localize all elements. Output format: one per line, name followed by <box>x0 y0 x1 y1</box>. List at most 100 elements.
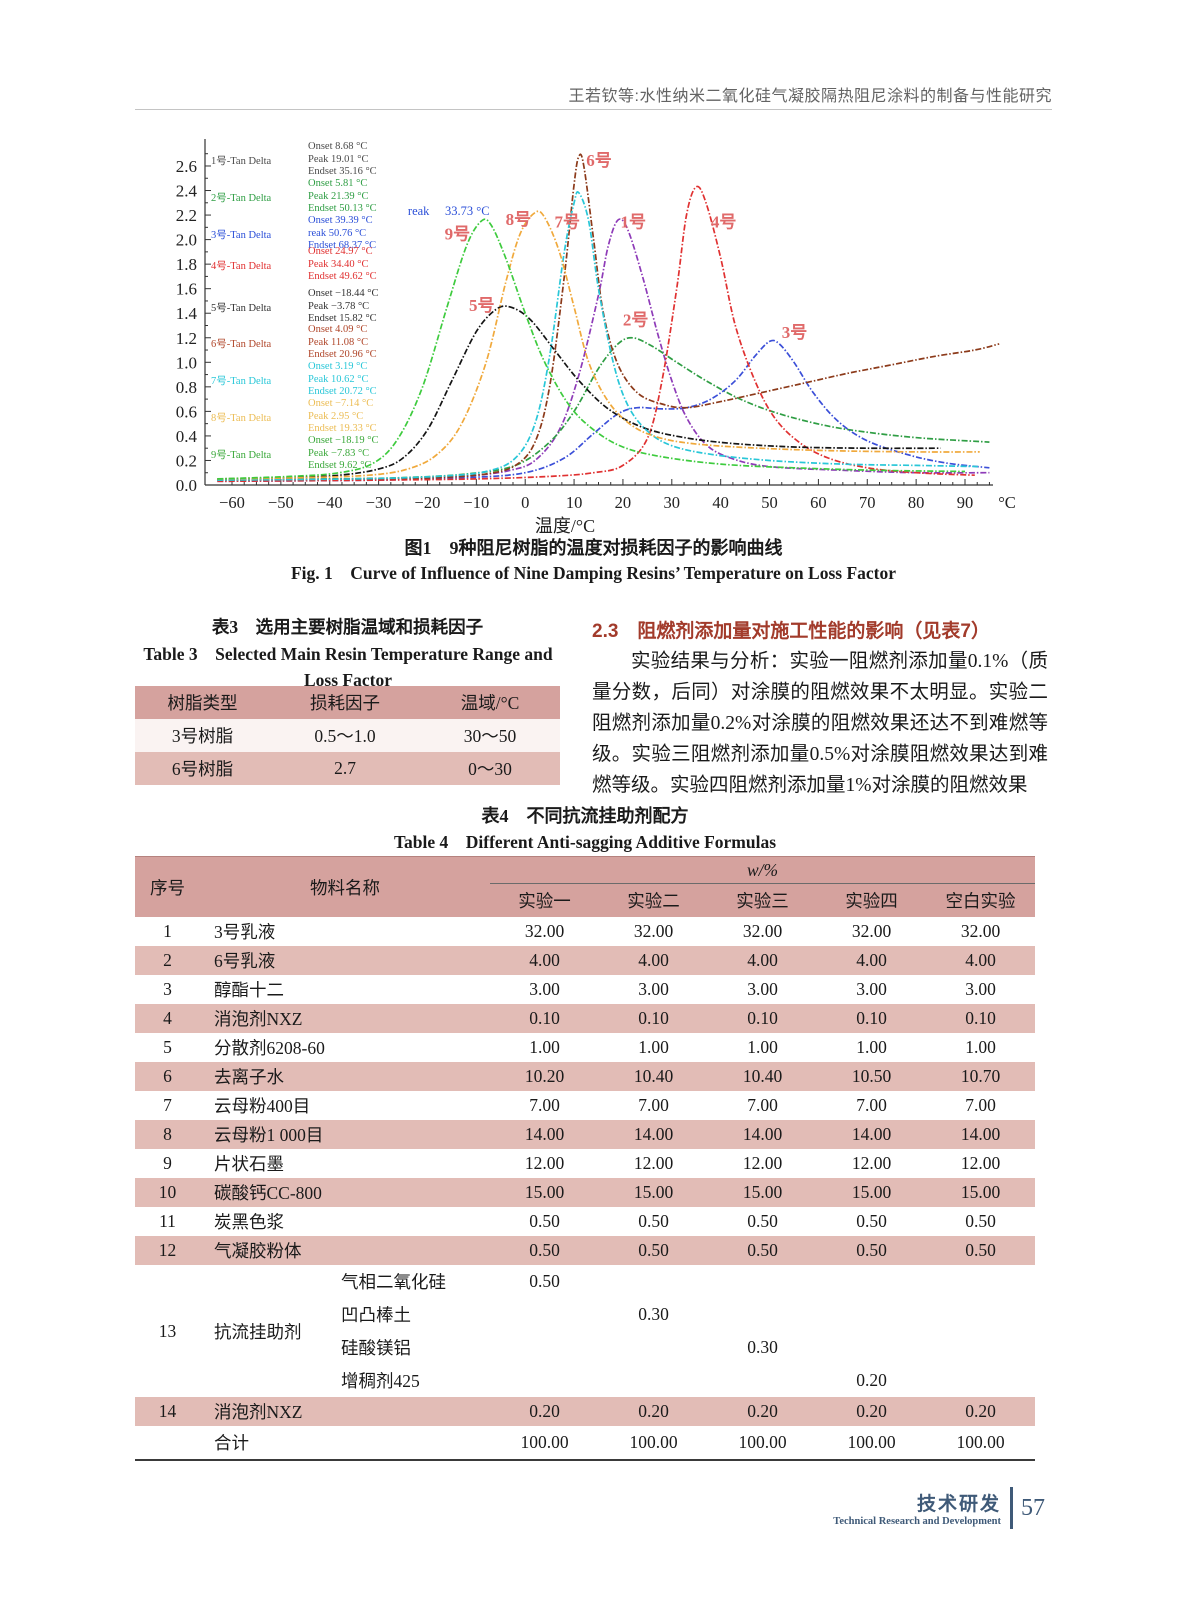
table4-value-cell: 7.00 <box>638 1095 669 1115</box>
table4-subrow: 气相二氧化硅 0.50 <box>335 1265 1035 1298</box>
table4-value-cell: 10.50 <box>851 1066 892 1086</box>
table3-title-en-line2: Loss Factor <box>304 670 392 690</box>
table4-col-header: 实验二 <box>627 891 680 911</box>
table4-value-cell: 1.00 <box>965 1037 996 1057</box>
table4-row-number: 10 <box>158 1182 177 1202</box>
table3-row: 3号树脂 0.5～1.0 30～50 <box>135 719 560 752</box>
table4: 序号 物料名称 w/% 实验一 实验二 实验三 实验四 空白实验 1 3号乳液 32.00 3… <box>135 856 1035 1461</box>
table4-value-cell: 14.00 <box>960 1124 1001 1144</box>
table3-cell: 6号树脂 <box>171 759 234 779</box>
table4-value-cell: 0.50 <box>747 1240 778 1260</box>
x-tick-label: 90 <box>957 493 974 512</box>
table4-value-cell: 4.00 <box>529 950 560 970</box>
table4-row-number: 7 <box>163 1095 172 1115</box>
table4-value-cell: 100.00 <box>629 1432 678 1452</box>
table4-value-cell: 15.00 <box>742 1182 783 1202</box>
table4-value-cell: 10.40 <box>633 1066 674 1086</box>
table4-value-cell: 15.00 <box>524 1182 565 1202</box>
y-tick-label: 2.2 <box>176 206 197 225</box>
table4-value-cell: 100.00 <box>956 1432 1005 1452</box>
table4-value-cell: 0.20 <box>747 1401 778 1421</box>
table4-sub-material-name: 凹凸棒土 <box>341 1305 411 1325</box>
table4-value-cell: 0.50 <box>638 1211 669 1231</box>
table3-row: 6号树脂 2.7 0～30 <box>135 752 560 785</box>
table3: 树脂类型 损耗因子 温域/°C 3号树脂 0.5～1.0 30～50 6号树脂 … <box>135 686 560 785</box>
table4-value-cell: 0.50 <box>965 1211 996 1231</box>
y-tick-label: 0.0 <box>176 476 197 495</box>
table4-body: 1 3号乳液 32.00 32.00 32.00 32.00 32.00 2 6号乳液 4.00 4… <box>135 917 1035 1461</box>
table4-value-cell: 10.70 <box>960 1066 1001 1086</box>
table4-value-cell: 10.20 <box>524 1066 565 1086</box>
y-tick-label: 2.0 <box>176 231 197 250</box>
table4-col-header: 实验三 <box>736 891 789 911</box>
table4-value-cell: 7.00 <box>529 1095 560 1115</box>
series-4号-Tan Delta <box>217 185 975 483</box>
x-tick-label: 80 <box>908 493 925 512</box>
table4-material-name: 醇酯十二 <box>214 980 284 1000</box>
x-tick-label: −50 <box>268 493 294 512</box>
table4-row: 14 消泡剂NXZ 0.20 0.20 0.20 0.20 0.20 <box>135 1397 1035 1426</box>
table4-value-cell: 0.20 <box>856 1370 887 1390</box>
table4-row-number: 8 <box>163 1124 172 1144</box>
table4-row-number: 14 <box>158 1401 177 1421</box>
y-tick-label: 0.8 <box>176 378 197 397</box>
y-tick-label: 0.6 <box>176 402 197 421</box>
curve-label: 1号 <box>620 212 646 231</box>
x-tick-label: 20 <box>615 493 632 512</box>
table4-value-cell: 0.10 <box>965 1008 996 1028</box>
table4-col-header: 实验一 <box>518 891 571 911</box>
table4-material-name: 云母粉1 000目 <box>214 1125 324 1145</box>
running-header: 王若钦等:水性纳米二氧化硅气凝胶隔热阻尼涂料的制备与性能研究 <box>568 88 1052 105</box>
table4-value-cell: 0.10 <box>747 1008 778 1028</box>
table4-col-header: 空白实验 <box>945 891 1016 911</box>
table4-value-cell: 0.50 <box>529 1211 560 1231</box>
figure1-chart: −60 −50 −40 −30 −20 −10 0 10 20 30 40 50 60 70 80 90 °C 温… <box>145 123 1050 535</box>
table4-value-cell: 7.00 <box>747 1095 778 1115</box>
table4-row: 9 片状石墨 12.00 12.00 12.00 12.00 12.00 <box>135 1149 1035 1178</box>
table4-value-cell: 3.00 <box>965 979 996 999</box>
curve-label: 8号 <box>506 210 532 229</box>
curve-label: 2号 <box>623 310 649 329</box>
x-axis-title: 温度/°C <box>535 516 595 535</box>
table4-header: 序号 物料名称 w/% 实验一 实验二 实验三 实验四 空白实验 <box>135 856 1035 917</box>
table4-material-name: 碳酸钙CC-800 <box>214 1183 322 1203</box>
table4-value-cell: 32.00 <box>960 921 1001 941</box>
series-9号-Tan Delta <box>217 218 966 480</box>
footer-en: Technical Research and Development <box>833 1516 1001 1527</box>
x-tick-label: 0 <box>521 493 529 512</box>
footer-divider <box>1010 1487 1013 1529</box>
table4-value-cell: 0.50 <box>529 1240 560 1260</box>
table4-title-cn: 表4 不同抗流挂助剂配方 <box>481 806 689 826</box>
table4-row: 12 气凝胶粉体 0.50 0.50 0.50 0.50 0.50 <box>135 1236 1035 1265</box>
table4-material-name: 气凝胶粉体 <box>214 1241 302 1261</box>
table4-col-header: 实验四 <box>845 891 898 911</box>
table4-value-cell: 3.00 <box>529 979 560 999</box>
table4-value-cell: 12.00 <box>633 1153 674 1173</box>
table4-header-right: w/% 实验一 实验二 实验三 实验四 空白实验 <box>490 857 1035 917</box>
table4-value-cell: 0.50 <box>856 1211 887 1231</box>
y-tick-label: 0.2 <box>176 451 197 470</box>
series-3号-Tan Delta <box>217 339 990 483</box>
x-tick-label: 70 <box>859 493 876 512</box>
table4-value-cell: 100.00 <box>520 1432 569 1452</box>
y-tick-label: 1.8 <box>176 255 197 274</box>
table4-value-cell: 14.00 <box>742 1124 783 1144</box>
table4-value-cell: 100.00 <box>738 1432 787 1452</box>
table4-value-cell: 32.00 <box>633 921 674 941</box>
table4-sub-material-name: 硅酸镁铝 <box>341 1338 411 1358</box>
curve-label: 4号 <box>711 212 737 231</box>
table4-value-cell: 12.00 <box>524 1153 565 1173</box>
table4-value-cell: 32.00 <box>851 921 892 941</box>
curve-label: 5号 <box>469 296 495 315</box>
table4-value-cell: 3.00 <box>856 979 887 999</box>
table4-value-cell: 0.10 <box>529 1008 560 1028</box>
table4-row: 3 醇酯十二 3.00 3.00 3.00 3.00 3.00 <box>135 975 1035 1004</box>
figure1-caption-en: Fig. 1 Curve of Influence of Nine Dampin… <box>290 563 897 583</box>
series-8号-Tan Delta <box>217 210 980 480</box>
table4-sub-material-name: 增稠剂425 <box>341 1371 420 1391</box>
table4-value-cell: 1.00 <box>638 1037 669 1057</box>
table4-header-group: w/% <box>490 857 1035 884</box>
table3-title-en-line1: Table 3 Selected Main Resin Temperature … <box>143 644 553 664</box>
table4-row-number: 1 <box>163 921 172 941</box>
